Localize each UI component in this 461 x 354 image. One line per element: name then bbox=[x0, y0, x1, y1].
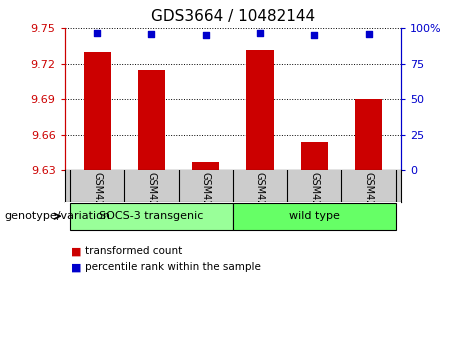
Bar bbox=[138, 70, 165, 170]
Point bbox=[148, 31, 155, 37]
Text: GSM426842: GSM426842 bbox=[201, 172, 211, 231]
Bar bbox=[83, 52, 111, 170]
FancyBboxPatch shape bbox=[70, 203, 233, 230]
Text: GSM426843: GSM426843 bbox=[255, 172, 265, 231]
FancyBboxPatch shape bbox=[233, 203, 396, 230]
Text: genotype/variation: genotype/variation bbox=[5, 211, 111, 221]
Text: GSM426840: GSM426840 bbox=[92, 172, 102, 231]
Text: GSM426844: GSM426844 bbox=[309, 172, 319, 231]
Text: GSM426841: GSM426841 bbox=[147, 172, 156, 231]
Bar bbox=[192, 162, 219, 170]
Text: transformed count: transformed count bbox=[85, 246, 183, 256]
Title: GDS3664 / 10482144: GDS3664 / 10482144 bbox=[151, 9, 315, 24]
Point bbox=[311, 33, 318, 38]
Point bbox=[94, 30, 101, 35]
Text: GSM426845: GSM426845 bbox=[364, 172, 373, 231]
Point bbox=[365, 31, 372, 37]
Bar bbox=[246, 50, 273, 170]
Text: ■: ■ bbox=[71, 246, 82, 256]
Text: SOCS-3 transgenic: SOCS-3 transgenic bbox=[99, 211, 204, 221]
Point bbox=[256, 30, 264, 35]
Text: wild type: wild type bbox=[289, 211, 340, 221]
Text: percentile rank within the sample: percentile rank within the sample bbox=[85, 262, 261, 272]
Text: ■: ■ bbox=[71, 262, 82, 272]
Bar bbox=[355, 99, 382, 170]
Point bbox=[202, 33, 209, 38]
Bar bbox=[301, 142, 328, 170]
